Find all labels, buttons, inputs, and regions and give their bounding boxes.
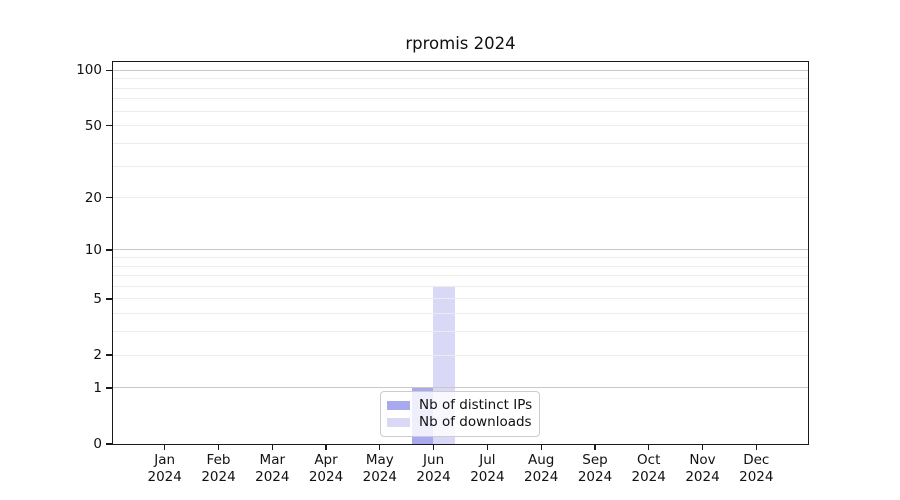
y-tick-label: 5 [93, 290, 102, 307]
x-tick-label: Dec 2024 [724, 452, 788, 486]
minor-gridline [112, 331, 808, 333]
plot-area: Nb of distinct IPs Nb of downloads [111, 60, 809, 445]
y-tick-mark [106, 298, 113, 300]
minor-gridline [112, 110, 808, 112]
y-tick-mark [106, 125, 113, 127]
x-tick-label: Apr 2024 [294, 452, 358, 486]
x-tick-label: Sep 2024 [563, 452, 627, 486]
y-tick-label: 0 [93, 436, 102, 452]
x-tick-month: Feb [206, 452, 231, 468]
x-tick-month: Aug [528, 452, 555, 468]
minor-gridline [112, 98, 808, 100]
legend-item: Nb of downloads [387, 414, 532, 431]
major-gridline [112, 125, 808, 127]
minor-gridline [112, 275, 808, 277]
x-tick-month: Oct [637, 452, 661, 468]
x-tick-year: 2024 [739, 469, 774, 485]
major-gridline [112, 387, 808, 389]
x-tick-month: Apr [314, 452, 338, 468]
y-tick-mark [106, 249, 113, 251]
legend-label: Nb of downloads [419, 414, 532, 430]
y-tick-label: 10 [84, 241, 102, 258]
major-gridline [112, 354, 808, 356]
legend-item: Nb of distinct IPs [387, 397, 533, 414]
legend-swatch [387, 417, 410, 427]
x-tick-month: Nov [689, 452, 716, 468]
x-tick-mark [701, 444, 704, 450]
x-tick-month: Mar [259, 452, 286, 468]
x-tick-mark [217, 444, 220, 450]
major-gridline [112, 298, 808, 300]
x-tick-label: Nov 2024 [671, 452, 735, 486]
legend: Nb of distinct IPs Nb of downloads [380, 390, 540, 437]
x-tick-month: Sep [582, 452, 608, 468]
y-tick-mark [106, 354, 113, 356]
x-tick-month: Dec [743, 452, 770, 468]
x-tick-label: Oct 2024 [617, 452, 681, 486]
major-gridline [112, 197, 808, 198]
y-tick-label: 100 [76, 62, 102, 79]
chart-title: rpromis 2024 [405, 34, 516, 53]
y-tick-label: 50 [84, 117, 102, 134]
minor-gridline [112, 165, 808, 167]
x-tick-label: Mar 2024 [240, 452, 304, 486]
x-tick-mark [486, 444, 489, 450]
minor-gridline [112, 257, 808, 259]
y-tick-label: 2 [93, 347, 102, 364]
x-tick-year: 2024 [255, 469, 290, 485]
x-tick-year: 2024 [470, 469, 505, 485]
x-tick-month: Jul [479, 452, 496, 468]
x-tick-year: 2024 [685, 469, 720, 485]
x-tick-mark [432, 444, 435, 450]
x-tick-month: Jan [154, 452, 176, 468]
x-tick-mark [648, 444, 650, 450]
x-tick-year: 2024 [577, 469, 613, 485]
x-tick-mark [271, 444, 273, 450]
y-tick-label: 1 [93, 379, 102, 396]
minor-gridline [112, 265, 808, 267]
minor-gridline [112, 87, 808, 89]
y-tick-mark [106, 387, 113, 389]
y-tick-mark [106, 69, 113, 72]
x-tick-year: 2024 [201, 469, 236, 485]
x-tick-mark [540, 444, 542, 450]
x-tick-label: May 2024 [348, 452, 412, 486]
x-tick-label: Aug 2024 [509, 452, 573, 486]
x-tick-mark [379, 444, 381, 450]
y-tick-mark [106, 443, 113, 445]
x-tick-label: Feb 2024 [187, 452, 251, 486]
x-tick-mark [755, 444, 757, 450]
x-tick-month: May [365, 452, 394, 468]
x-tick-year: 2024 [631, 469, 666, 485]
x-tick-label: Jun 2024 [402, 452, 466, 486]
minor-gridline [112, 78, 808, 80]
major-gridline [112, 249, 808, 251]
x-tick-year: 2024 [416, 469, 451, 485]
legend-label: Nb of distinct IPs [419, 397, 533, 413]
x-tick-year: 2024 [524, 469, 559, 485]
x-tick-mark [325, 444, 327, 450]
y-tick-label: 20 [84, 189, 102, 206]
legend-swatch [387, 400, 410, 410]
major-gridline [112, 69, 808, 71]
x-tick-label: Jan 2024 [133, 452, 197, 486]
x-tick-year: 2024 [308, 469, 344, 485]
minor-gridline [112, 142, 808, 144]
x-tick-month: Jun [423, 452, 445, 468]
x-tick-mark [594, 444, 596, 450]
minor-gridline [112, 313, 808, 315]
x-tick-mark [164, 444, 166, 450]
y-tick-mark [106, 196, 113, 199]
x-tick-year: 2024 [362, 469, 397, 485]
x-tick-year: 2024 [147, 469, 182, 485]
x-tick-label: Jul 2024 [455, 452, 519, 486]
minor-gridline [112, 286, 808, 287]
